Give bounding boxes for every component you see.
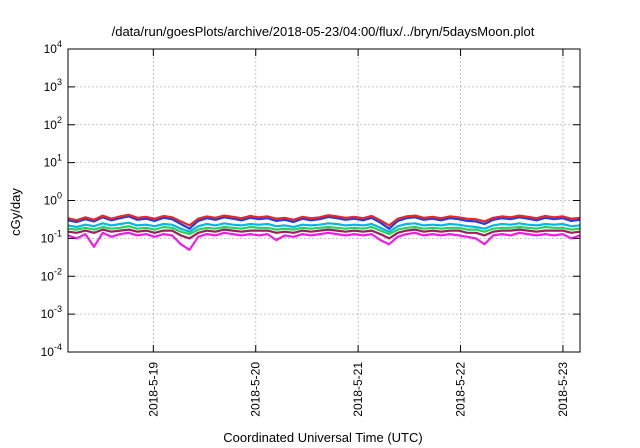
x-tick-label: 2018-5-19	[146, 362, 160, 417]
x-tick-label: 2018-5-23	[556, 362, 570, 417]
y-tick-label: 10-4	[41, 342, 62, 359]
series-layer	[67, 213, 581, 251]
y-tick-label: 101	[44, 153, 62, 170]
y-tick-label: 104	[44, 39, 62, 56]
series-line-4	[67, 228, 581, 240]
chart-title: /data/run/goesPlots/archive/2018-05-23/0…	[112, 24, 535, 39]
y-tick-label: 100	[44, 191, 62, 208]
y-tick-label: 102	[44, 115, 62, 132]
series-line-1	[67, 215, 581, 230]
y-tick-label: 10-2	[41, 266, 62, 283]
series-line-2	[67, 221, 581, 233]
y-axis: 10-4 10-3 10-2 10-1 100 101 102 103 104	[41, 39, 580, 359]
x-axis: 2018-5-19 2018-5-20 2018-5-21 2018-5-22 2018…	[146, 49, 570, 417]
x-axis-label: Coordinated Universal Time (UTC)	[223, 430, 422, 445]
grid	[68, 49, 580, 352]
x-tick-label: 2018-5-21	[351, 362, 365, 417]
series-line-0	[67, 213, 581, 227]
x-tick-label: 2018-5-22	[454, 362, 468, 417]
series-line-5	[67, 231, 581, 251]
y-tick-label: 103	[44, 77, 62, 94]
y-axis-label: cGy/day	[8, 188, 23, 236]
x-tick-label: 2018-5-20	[249, 362, 263, 417]
y-tick-label: 10-1	[41, 228, 62, 245]
y-tick-label: 10-3	[41, 304, 62, 321]
series-line-3	[67, 225, 581, 236]
